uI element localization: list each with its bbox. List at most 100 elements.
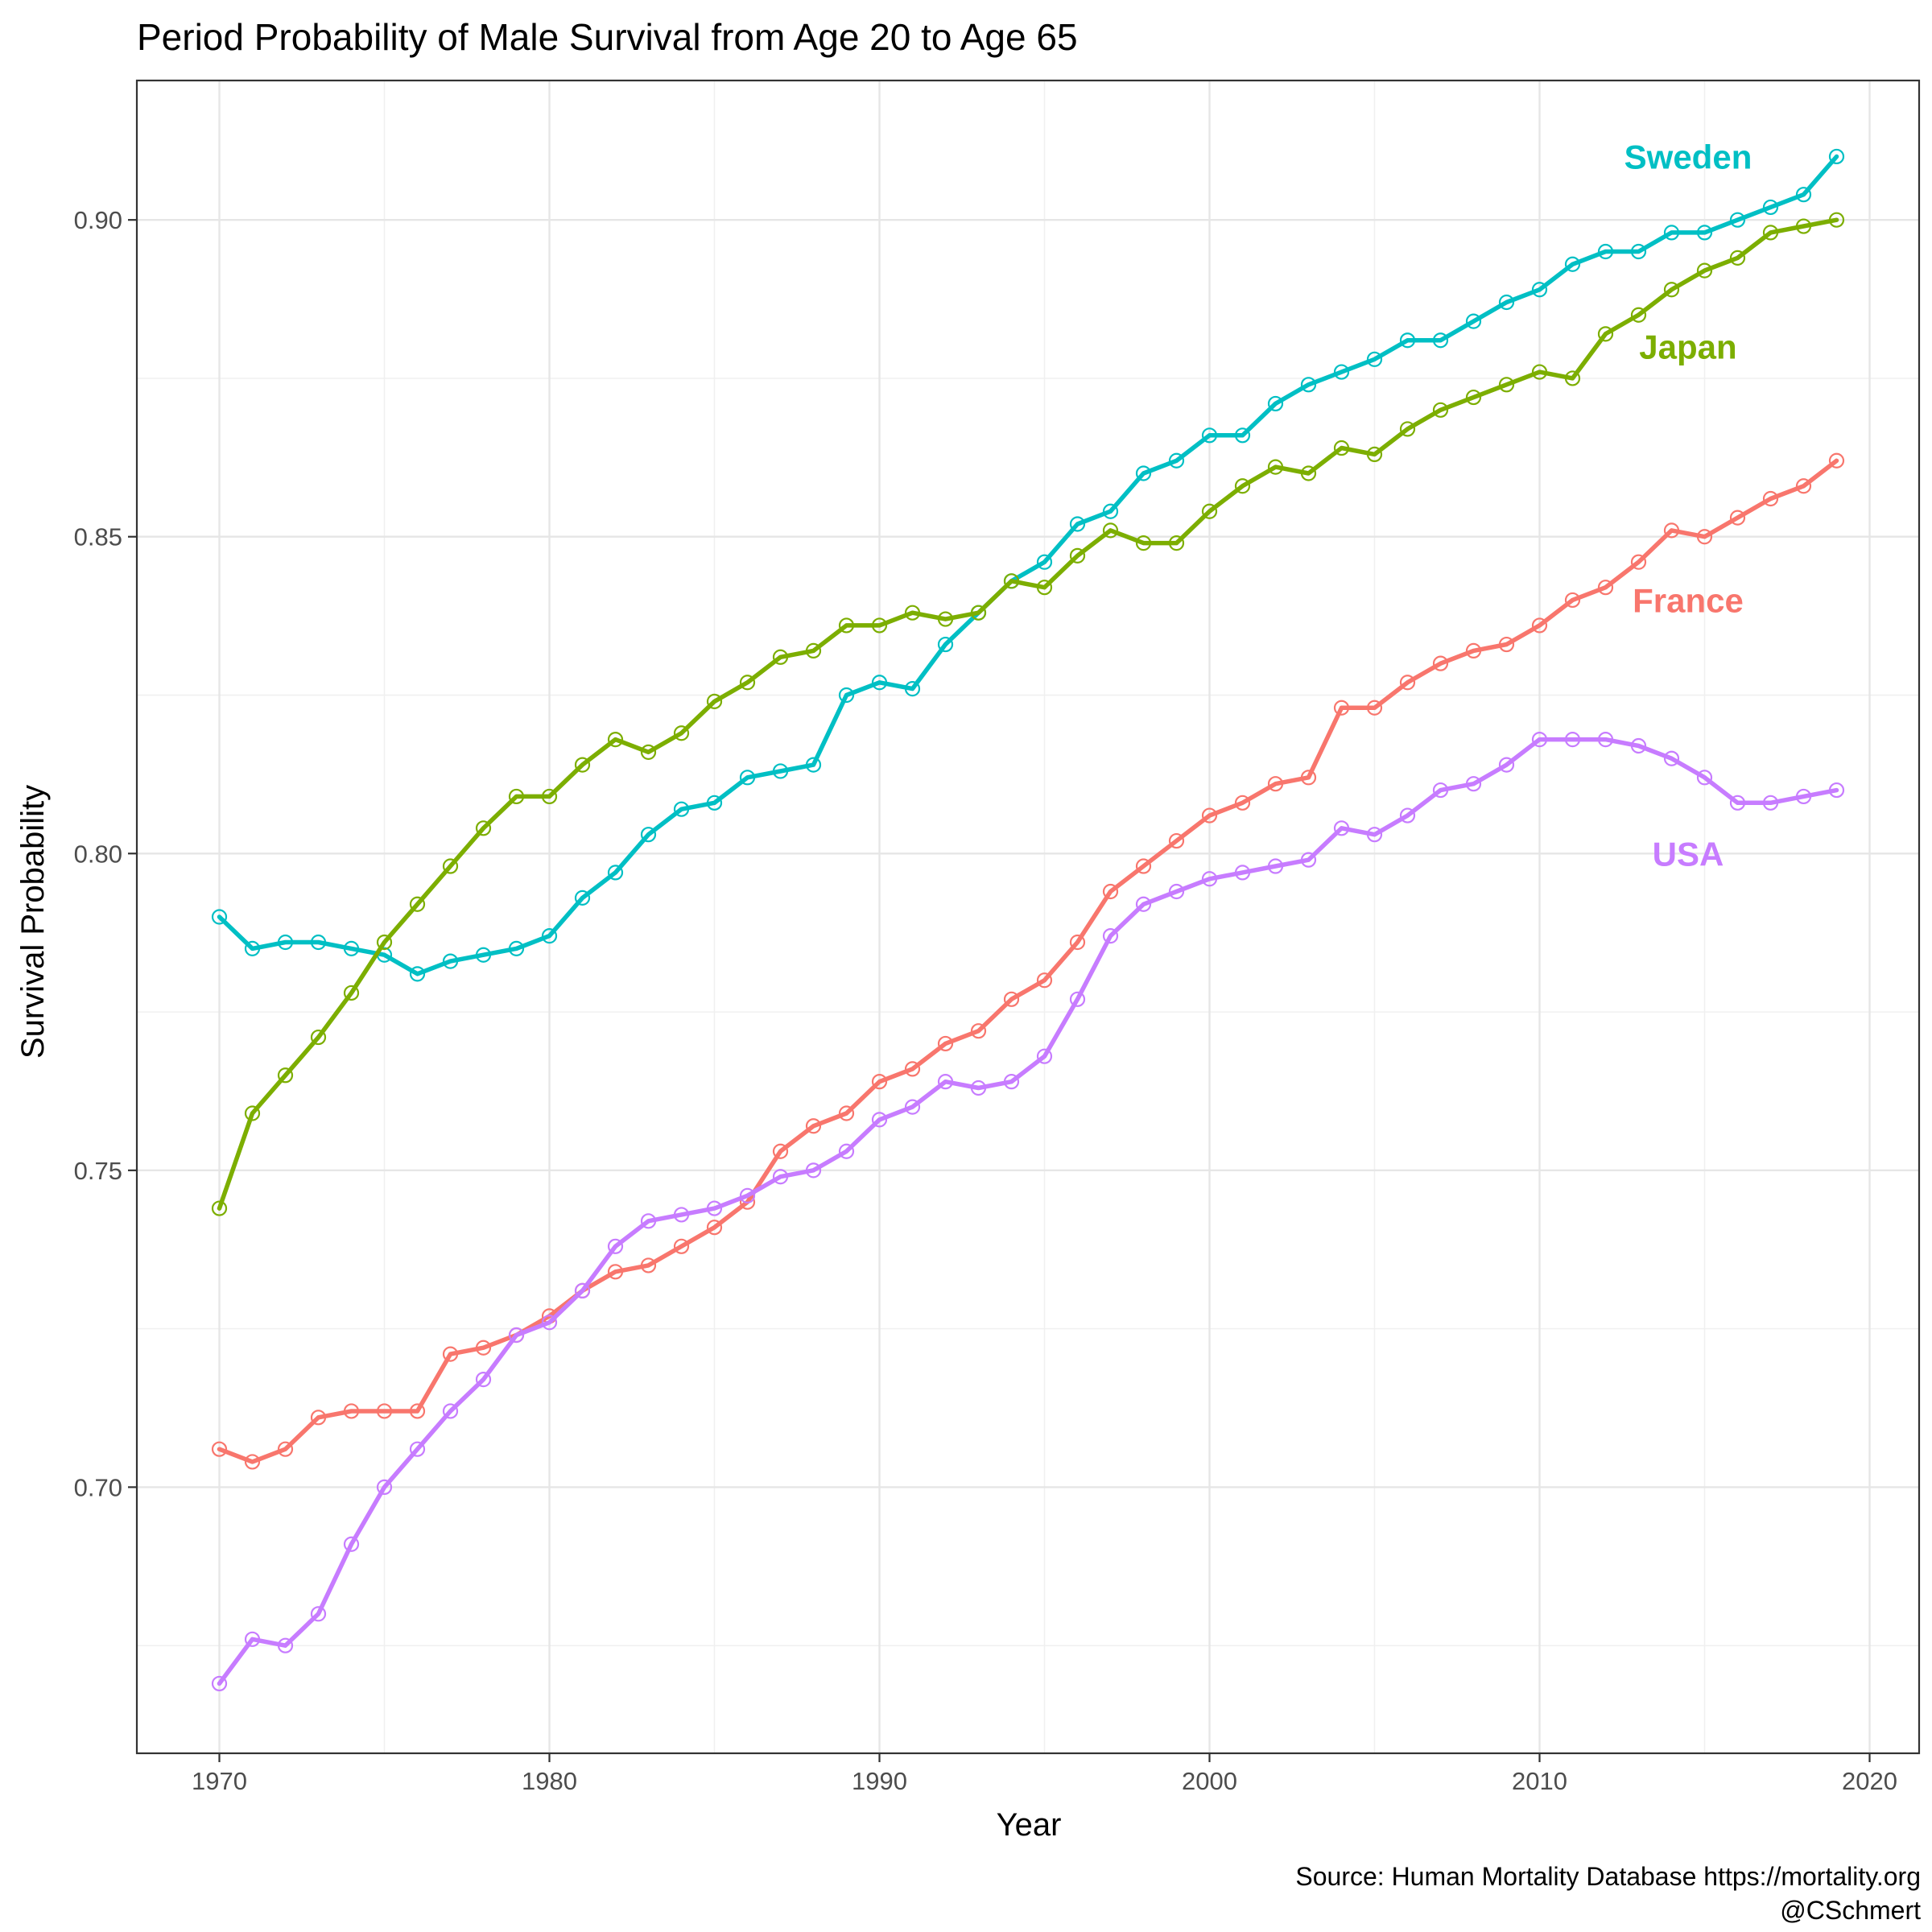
- france-point: [409, 1403, 426, 1419]
- x-axis-title: Year: [997, 1807, 1062, 1843]
- france-point: [1630, 554, 1647, 570]
- series-label-usa: USA: [1653, 835, 1724, 873]
- japan-point: [574, 757, 591, 773]
- france-point: [1432, 655, 1449, 671]
- france-point: [904, 1061, 921, 1077]
- france-point: [1003, 991, 1020, 1007]
- japan-point: [211, 1200, 228, 1216]
- usa-point: [508, 1327, 525, 1344]
- sweden-point: [1399, 332, 1416, 349]
- usa-point: [1201, 871, 1218, 887]
- sweden-point: [508, 940, 525, 956]
- japan-point: [244, 1105, 261, 1121]
- sweden-point: [607, 865, 624, 881]
- usa-point: [1432, 782, 1449, 799]
- y-axis: 0.70 0.75 0.80 0.85 0.90: [74, 206, 137, 1501]
- usa-point: [1795, 788, 1812, 805]
- japan-point: [640, 744, 657, 760]
- usa-point: [310, 1606, 327, 1622]
- usa-point: [1663, 750, 1680, 766]
- sweden-point: [772, 763, 789, 779]
- sweden-point: [343, 940, 360, 956]
- sweden-point: [1432, 332, 1449, 349]
- usa-point: [706, 1200, 723, 1216]
- france-point: [1795, 478, 1812, 494]
- france-point: [1663, 522, 1680, 539]
- usa-line: [217, 737, 1839, 1686]
- japan-point: [1300, 465, 1317, 481]
- france-point: [1762, 490, 1779, 507]
- sweden-point: [244, 940, 261, 956]
- france-point: [1201, 807, 1218, 824]
- usa-point: [1333, 820, 1350, 836]
- france-point: [1333, 700, 1350, 716]
- france-point: [772, 1143, 789, 1159]
- sweden-point: [1234, 427, 1251, 444]
- sweden-point: [1498, 294, 1515, 311]
- sweden-point: [1267, 395, 1284, 412]
- france-point: [475, 1340, 492, 1356]
- japan-point: [1234, 478, 1251, 494]
- sweden-point: [1696, 225, 1713, 241]
- series-usa: [211, 732, 1845, 1692]
- y-axis-title: Survival Probability: [15, 785, 51, 1059]
- japan-point: [1201, 503, 1218, 519]
- usa-point: [871, 1112, 888, 1128]
- france-point: [871, 1074, 888, 1090]
- japan-point: [376, 934, 393, 951]
- sweden-point: [574, 890, 591, 906]
- france-point: [607, 1264, 624, 1280]
- y-tick-label: 0.70: [74, 1473, 122, 1501]
- usa-point: [1630, 737, 1647, 754]
- usa-point: [970, 1080, 987, 1096]
- usa-point: [409, 1441, 426, 1457]
- usa-point: [574, 1282, 591, 1299]
- france-point: [1168, 832, 1185, 849]
- series-layer: [211, 148, 1845, 1692]
- france-point: [1036, 972, 1053, 989]
- japan-point: [1366, 446, 1383, 463]
- japan-point: [508, 788, 525, 805]
- usa-point: [1465, 776, 1482, 792]
- usa-point: [838, 1143, 855, 1159]
- france-point: [1729, 510, 1746, 526]
- usa-point: [1135, 896, 1152, 912]
- japan-point: [1069, 547, 1086, 564]
- france-point: [244, 1454, 261, 1470]
- japan-point: [1168, 535, 1185, 551]
- sweden-point: [1300, 377, 1317, 393]
- sweden-point: [1168, 452, 1185, 469]
- japan-point: [607, 732, 624, 748]
- france-point: [1069, 934, 1086, 951]
- sweden-point: [904, 681, 921, 697]
- sweden-point: [1135, 465, 1152, 481]
- japan-point: [1828, 212, 1845, 228]
- sweden-point: [1201, 427, 1218, 444]
- sweden-point: [1333, 364, 1350, 380]
- caption-source: Source: Human Mortality Database https:/…: [1295, 1862, 1921, 1891]
- japan-point: [1762, 225, 1779, 241]
- sweden-point: [805, 757, 822, 773]
- france-point: [1102, 883, 1119, 900]
- series-label-france: France: [1633, 581, 1744, 619]
- usa-point: [805, 1162, 822, 1179]
- usa-point: [1366, 827, 1383, 843]
- japan-point: [1432, 402, 1449, 418]
- y-tick-label: 0.80: [74, 840, 122, 868]
- usa-point: [1036, 1048, 1053, 1064]
- x-tick-label: 2020: [1842, 1767, 1897, 1795]
- france-point: [1399, 675, 1416, 691]
- usa-point: [640, 1213, 657, 1229]
- france-point: [343, 1403, 360, 1419]
- japan-point: [904, 605, 921, 621]
- france-point: [1564, 592, 1581, 609]
- france-point: [376, 1403, 393, 1419]
- japan-point: [1036, 580, 1053, 596]
- japan-point: [277, 1067, 294, 1084]
- sweden-point: [541, 928, 558, 944]
- usa-point: [1168, 883, 1185, 900]
- france-point: [1267, 776, 1284, 792]
- sweden-point: [706, 795, 723, 811]
- sweden-point: [739, 770, 756, 786]
- france-point: [1465, 642, 1482, 659]
